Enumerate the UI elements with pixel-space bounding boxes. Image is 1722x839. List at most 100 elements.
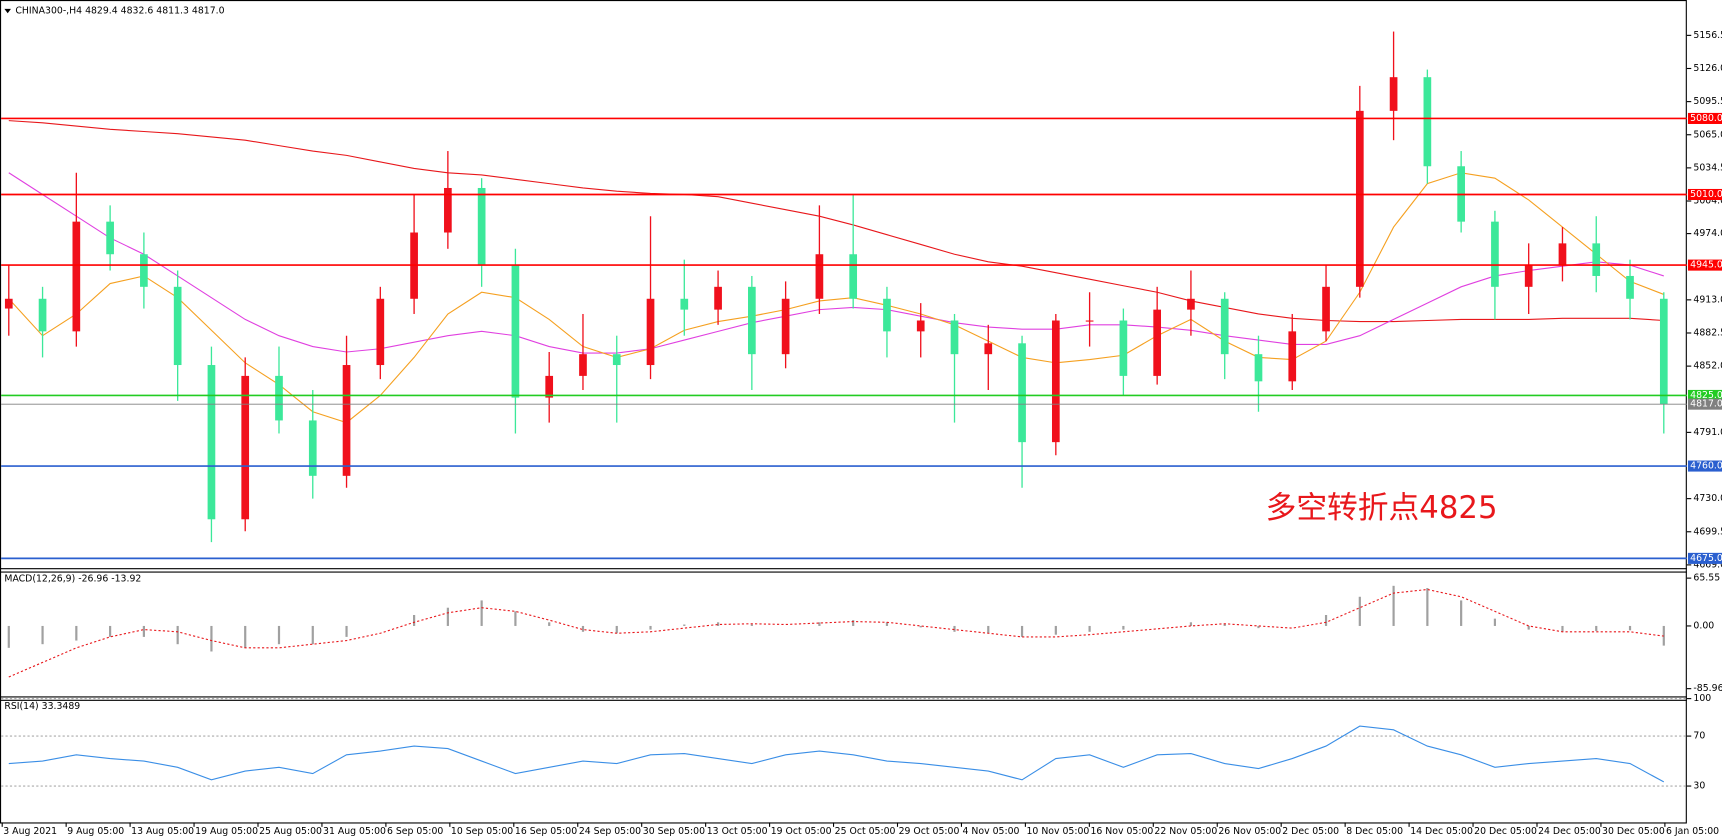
candle-body <box>1085 320 1094 322</box>
y-tick-label: 70 <box>1693 731 1705 742</box>
price-tag <box>1687 389 1722 401</box>
y-tick-label: 5004.0 <box>1693 195 1722 206</box>
x-tick-label: 13 Oct 05:00 <box>707 826 768 837</box>
candle-body <box>984 343 993 355</box>
x-tick-label: 22 Nov 05:00 <box>1154 826 1217 837</box>
rsi-line <box>8 725 1665 783</box>
y-tick-label: 4882.5 <box>1693 327 1722 338</box>
candle-body <box>883 298 891 332</box>
x-tick-label: 24 Dec 05:00 <box>1538 826 1601 837</box>
candle-body <box>1423 77 1432 167</box>
x-tick-label: 31 Aug 05:00 <box>323 826 386 837</box>
x-tick-label: 25 Aug 05:00 <box>259 826 322 837</box>
y-tick-label: 5095.5 <box>1693 96 1722 107</box>
candle-body <box>612 354 621 366</box>
candle-body <box>1322 286 1330 332</box>
y-tick-label: 4852.0 <box>1693 361 1722 372</box>
frame <box>0 0 1687 824</box>
y-tick-label: 4791.0 <box>1693 427 1722 438</box>
candle-body <box>275 375 283 421</box>
y-tick-label: 5126.0 <box>1693 63 1722 74</box>
x-tick-label: 25 Oct 05:00 <box>835 826 896 837</box>
candle-body <box>1187 298 1195 310</box>
candle-body <box>1491 221 1499 287</box>
candle-body <box>1119 320 1128 376</box>
x-tick-label: 14 Dec 05:00 <box>1410 826 1473 837</box>
x-tick-label: 24 Sep 05:00 <box>579 826 641 837</box>
price-tag <box>1687 112 1722 124</box>
candle-body <box>342 365 351 476</box>
candle-body <box>1018 343 1026 443</box>
price-tag <box>1687 552 1722 564</box>
price-tag-label: 4825.0 <box>1690 390 1722 401</box>
menu-arrow[interactable] <box>4 8 11 14</box>
price-tag <box>1687 460 1722 472</box>
candle-body <box>1153 309 1162 376</box>
candle-body <box>72 221 81 332</box>
price-tag-label: 5080.0 <box>1690 113 1722 124</box>
y-tick-label: 4730.0 <box>1693 493 1722 504</box>
candle-body <box>207 365 216 520</box>
candle-body <box>376 298 385 366</box>
price-tag-label: 4675.0 <box>1690 553 1722 564</box>
candle-body <box>950 320 959 355</box>
macd-signal <box>8 588 1664 678</box>
x-tick-label: 16 Nov 05:00 <box>1090 826 1153 837</box>
macd-title: MACD(12,26,9) -26.96 -13.92 <box>4 574 141 585</box>
y-tick-label: 4913.0 <box>1693 294 1722 305</box>
candle-body <box>106 221 114 255</box>
candle-body <box>444 187 452 233</box>
candle-body <box>241 375 250 520</box>
y-tick-label: 5034.5 <box>1693 162 1722 173</box>
price-tag <box>1687 259 1722 271</box>
price-tag-label: 4760.0 <box>1690 461 1722 472</box>
x-tick-label: 16 Sep 05:00 <box>515 826 577 837</box>
candle-body <box>477 187 486 266</box>
price-tag-label: 5010.0 <box>1690 189 1722 200</box>
candle-body <box>1254 354 1263 382</box>
y-tick-label: 100 <box>1693 693 1711 704</box>
candle-body <box>1659 298 1668 405</box>
moving-average <box>8 172 1664 354</box>
candle-body <box>1288 331 1297 382</box>
candle-body <box>714 286 722 310</box>
rsi-title: RSI(14) 33.3489 <box>4 701 80 712</box>
candle-body <box>916 320 925 332</box>
chart-title: CHINA300-,H4 4829.4 4832.6 4811.3 4817.0 <box>15 6 224 17</box>
price-tag <box>1687 398 1722 410</box>
candle-body <box>545 375 554 398</box>
y-tick-label: 5156.5 <box>1693 30 1722 41</box>
candle-body <box>1524 265 1533 287</box>
x-tick-label: 4 Nov 05:00 <box>963 826 1020 837</box>
y-tick-label: 5065.0 <box>1693 129 1722 140</box>
candle-body <box>646 298 655 366</box>
moving-average <box>8 172 1664 424</box>
x-tick-label: 19 Aug 05:00 <box>195 826 258 837</box>
x-tick-label: 19 Oct 05:00 <box>771 826 832 837</box>
candle-body <box>781 298 790 355</box>
candle-body <box>579 354 587 376</box>
x-tick-label: 29 Oct 05:00 <box>899 826 960 837</box>
candle-body <box>1558 243 1567 266</box>
x-tick-label: 10 Nov 05:00 <box>1026 826 1089 837</box>
candle-body <box>1592 243 1601 276</box>
price-tag-label: 4945.0 <box>1690 260 1722 271</box>
x-tick-label: 6 Sep 05:00 <box>387 826 443 837</box>
candle-body <box>511 265 520 398</box>
candle-body <box>815 254 824 299</box>
x-tick-label: 3 Aug 2021 <box>3 826 57 837</box>
candle-body <box>1051 320 1060 443</box>
x-tick-label: 10 Sep 05:00 <box>451 826 513 837</box>
candle-body <box>680 298 689 310</box>
candle-body <box>748 286 756 355</box>
y-tick-label: -85.96 <box>1693 683 1722 694</box>
y-tick-label: 65.55 <box>1693 573 1720 584</box>
annotation: 多空转折点4825 <box>1266 490 1498 526</box>
x-tick-label: 8 Dec 05:00 <box>1346 826 1403 837</box>
y-tick-label: 30 <box>1693 781 1705 792</box>
candle-body <box>140 254 148 287</box>
y-tick-label: 4974.0 <box>1693 228 1722 239</box>
candle-body <box>1220 298 1229 355</box>
candle-body <box>38 298 47 332</box>
